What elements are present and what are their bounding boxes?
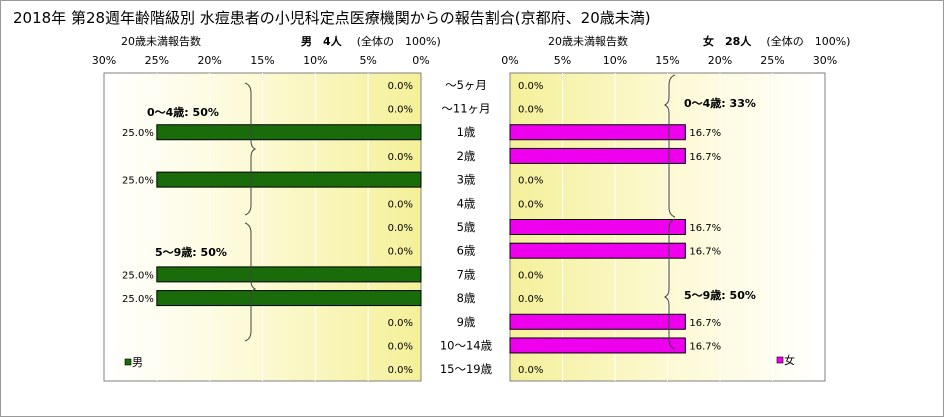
female-data-label: 0.0% xyxy=(518,365,543,376)
right-tick-label: 5% xyxy=(554,54,571,67)
male-data-label: 0.0% xyxy=(388,223,413,234)
left-tick-label: 15% xyxy=(250,54,274,67)
male-data-label: 0.0% xyxy=(388,152,413,163)
chart-title: 2018年 第28週年齢階級別 水痘患者の小児科定点医療機関からの報告割合(京都… xyxy=(13,9,651,27)
female-data-label: 0.0% xyxy=(518,105,543,116)
right-tick-label: 20% xyxy=(708,54,732,67)
category-label: 2歳 xyxy=(457,149,476,163)
left-header-count: 男 4人 xyxy=(301,34,343,48)
male-data-label: 25.0% xyxy=(122,128,154,139)
right-annotation-5-9: 5～9歳: 50% xyxy=(684,288,756,302)
category-label: 5歳 xyxy=(457,220,476,234)
male-bar xyxy=(156,124,422,141)
right-legend-label: 女 xyxy=(784,353,795,367)
left-annotation-0-4: 0～4歳: 50% xyxy=(147,105,219,119)
right-annotation-0-4: 0～4歳: 33% xyxy=(684,96,756,110)
right-axis-label: 20歳未満報告数 xyxy=(548,35,628,48)
male-data-label: 25.0% xyxy=(122,270,154,281)
right-header: 女 28人 (全体の 100%) xyxy=(703,30,850,49)
female-bar xyxy=(509,337,686,354)
male-bar xyxy=(156,266,422,283)
male-data-label: 0.0% xyxy=(388,365,413,376)
left-tick-label: 20% xyxy=(197,54,221,67)
male-bar xyxy=(156,290,422,307)
right-brace-0-4 xyxy=(663,74,676,218)
male-data-label: 0.0% xyxy=(388,105,413,116)
left-bars xyxy=(156,124,422,307)
female-bar xyxy=(509,219,686,235)
male-bar xyxy=(156,171,422,188)
left-tick-label: 10% xyxy=(303,54,327,67)
male-data-label: 25.0% xyxy=(122,176,154,187)
female-data-label: 0.0% xyxy=(518,176,543,187)
category-label: 9歳 xyxy=(457,315,476,329)
female-data-label: 16.7% xyxy=(689,341,721,352)
left-brace-5-9 xyxy=(244,222,257,342)
female-bar xyxy=(509,242,686,259)
left-axis-label: 20歳未満報告数 xyxy=(121,35,201,48)
female-data-label: 0.0% xyxy=(518,81,543,92)
right-tick-label: 10% xyxy=(603,54,627,67)
right-tick-label: 0% xyxy=(501,54,518,67)
right-tick-label: 15% xyxy=(655,54,679,67)
category-label: 4歳 xyxy=(457,196,476,210)
right-legend-swatch xyxy=(776,356,784,364)
left-tick-label: 25% xyxy=(145,54,169,67)
category-label: 8歳 xyxy=(457,291,476,305)
left-header-share: (全体の 100%) xyxy=(357,34,441,48)
left-data-labels: 0.0% 0.0% 25.0% 0.0% 25.0% 0.0% 0.0% 0.0% 25.0% 2… xyxy=(122,81,413,376)
right-header-share: (全体の 100%) xyxy=(766,34,850,48)
category-label: 6歳 xyxy=(457,244,476,258)
category-label: ～5ヶ月 xyxy=(445,78,487,92)
female-data-label: 16.7% xyxy=(689,318,721,329)
left-legend-swatch xyxy=(124,358,132,366)
left-brace-0-4 xyxy=(244,82,257,216)
left-tick-labels: 30% 25% 20% 15% 10% 5% 0% xyxy=(92,54,430,67)
female-bar xyxy=(509,124,686,141)
right-tick-label: 25% xyxy=(760,54,784,67)
category-label: 1歳 xyxy=(457,125,476,139)
right-tick-labels: 0% 5% 10% 15% 20% 25% 30% xyxy=(501,54,837,67)
male-data-label: 25.0% xyxy=(122,294,154,305)
female-data-label: 0.0% xyxy=(518,270,543,281)
category-label: 3歳 xyxy=(457,173,476,187)
male-data-label: 0.0% xyxy=(388,81,413,92)
left-tick-label: 30% xyxy=(92,54,116,67)
left-legend-label: 男 xyxy=(132,356,143,369)
female-data-label: 16.7% xyxy=(689,128,721,139)
right-bars xyxy=(509,124,686,354)
right-data-labels: 0.0% 0.0% 16.7% 16.7% 0.0% 0.0% 16.7% 16.7% 0.0%… xyxy=(518,81,721,376)
category-label: 10～14歳 xyxy=(440,338,493,352)
category-label: 15～19歳 xyxy=(440,362,493,376)
category-label: 7歳 xyxy=(457,267,476,281)
male-data-label: 0.0% xyxy=(388,341,413,352)
left-annotation-5-9: 5～9歳: 50% xyxy=(155,245,227,259)
female-data-label: 16.7% xyxy=(689,152,721,163)
female-bar xyxy=(509,147,686,164)
female-bar xyxy=(509,313,686,330)
right-header-count: 女 28人 xyxy=(703,34,752,48)
female-data-label: 0.0% xyxy=(518,199,543,210)
female-data-label: 0.0% xyxy=(518,294,543,305)
category-labels: ～5ヶ月 ～11ヶ月 1歳 2歳 3歳 4歳 5歳 6歳 7歳 8歳 9歳 10～14歳 15～19歳 xyxy=(440,78,493,376)
right-brace-5-9 xyxy=(663,218,676,350)
left-tick-label: 0% xyxy=(412,54,429,67)
male-data-label: 0.0% xyxy=(388,318,413,329)
left-header: 男 4人 (全体の 100%) xyxy=(301,30,441,49)
male-data-label: 0.0% xyxy=(388,247,413,258)
male-data-label: 0.0% xyxy=(388,199,413,210)
female-data-label: 16.7% xyxy=(689,247,721,258)
left-tick-label: 5% xyxy=(359,54,376,67)
category-label: ～11ヶ月 xyxy=(441,102,490,116)
female-data-label: 16.7% xyxy=(689,223,721,234)
right-tick-label: 30% xyxy=(813,54,837,67)
